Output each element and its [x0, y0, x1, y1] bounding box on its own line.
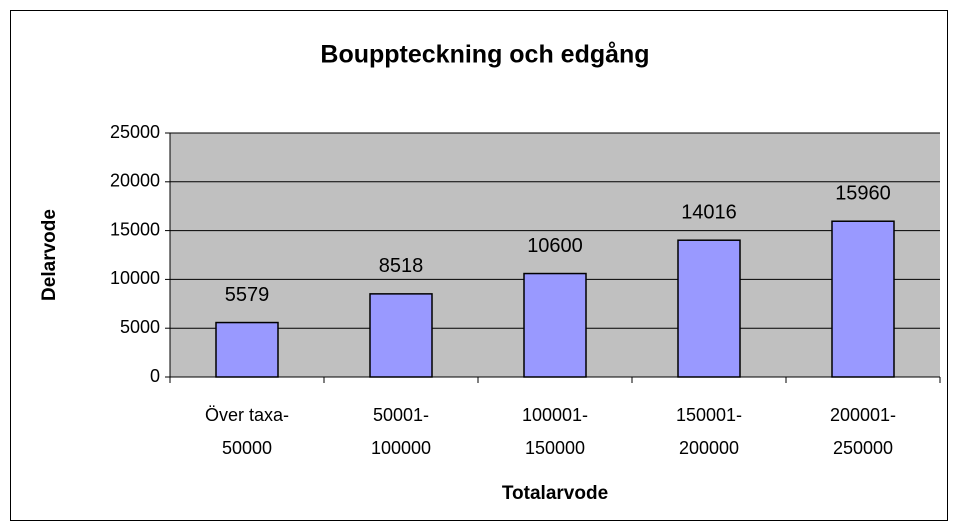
bar	[215, 321, 279, 378]
y-tick-label: 20000	[110, 171, 160, 191]
y-tick-label: 10000	[110, 268, 160, 288]
x-tick-label: 50001-100000	[370, 405, 432, 458]
chart-title: Bouppteckning och edgång	[320, 41, 649, 69]
x-tick-label: 150001-200000	[675, 405, 743, 458]
bar	[369, 293, 433, 378]
data-label: 10600	[527, 235, 583, 257]
y-tick-label: 25000	[110, 122, 160, 142]
bar	[677, 239, 741, 378]
x-tick-label: 100001-150000	[521, 405, 589, 458]
data-label: 15960	[835, 183, 891, 205]
x-tick-label: Över taxa-50000	[204, 405, 290, 458]
y-tick-label: 15000	[110, 219, 160, 239]
bar	[523, 272, 587, 378]
data-label: 14016	[681, 201, 737, 223]
x-tick-label: 200001-250000	[829, 405, 897, 458]
data-label: 5579	[225, 284, 270, 306]
x-axis-label: Totalarvode	[502, 483, 608, 504]
y-tick-label: 0	[150, 366, 160, 386]
bar	[831, 220, 895, 378]
y-tick-label: 5000	[120, 317, 160, 337]
y-axis-label: Delarvode	[39, 209, 60, 301]
data-label: 8518	[379, 255, 424, 277]
